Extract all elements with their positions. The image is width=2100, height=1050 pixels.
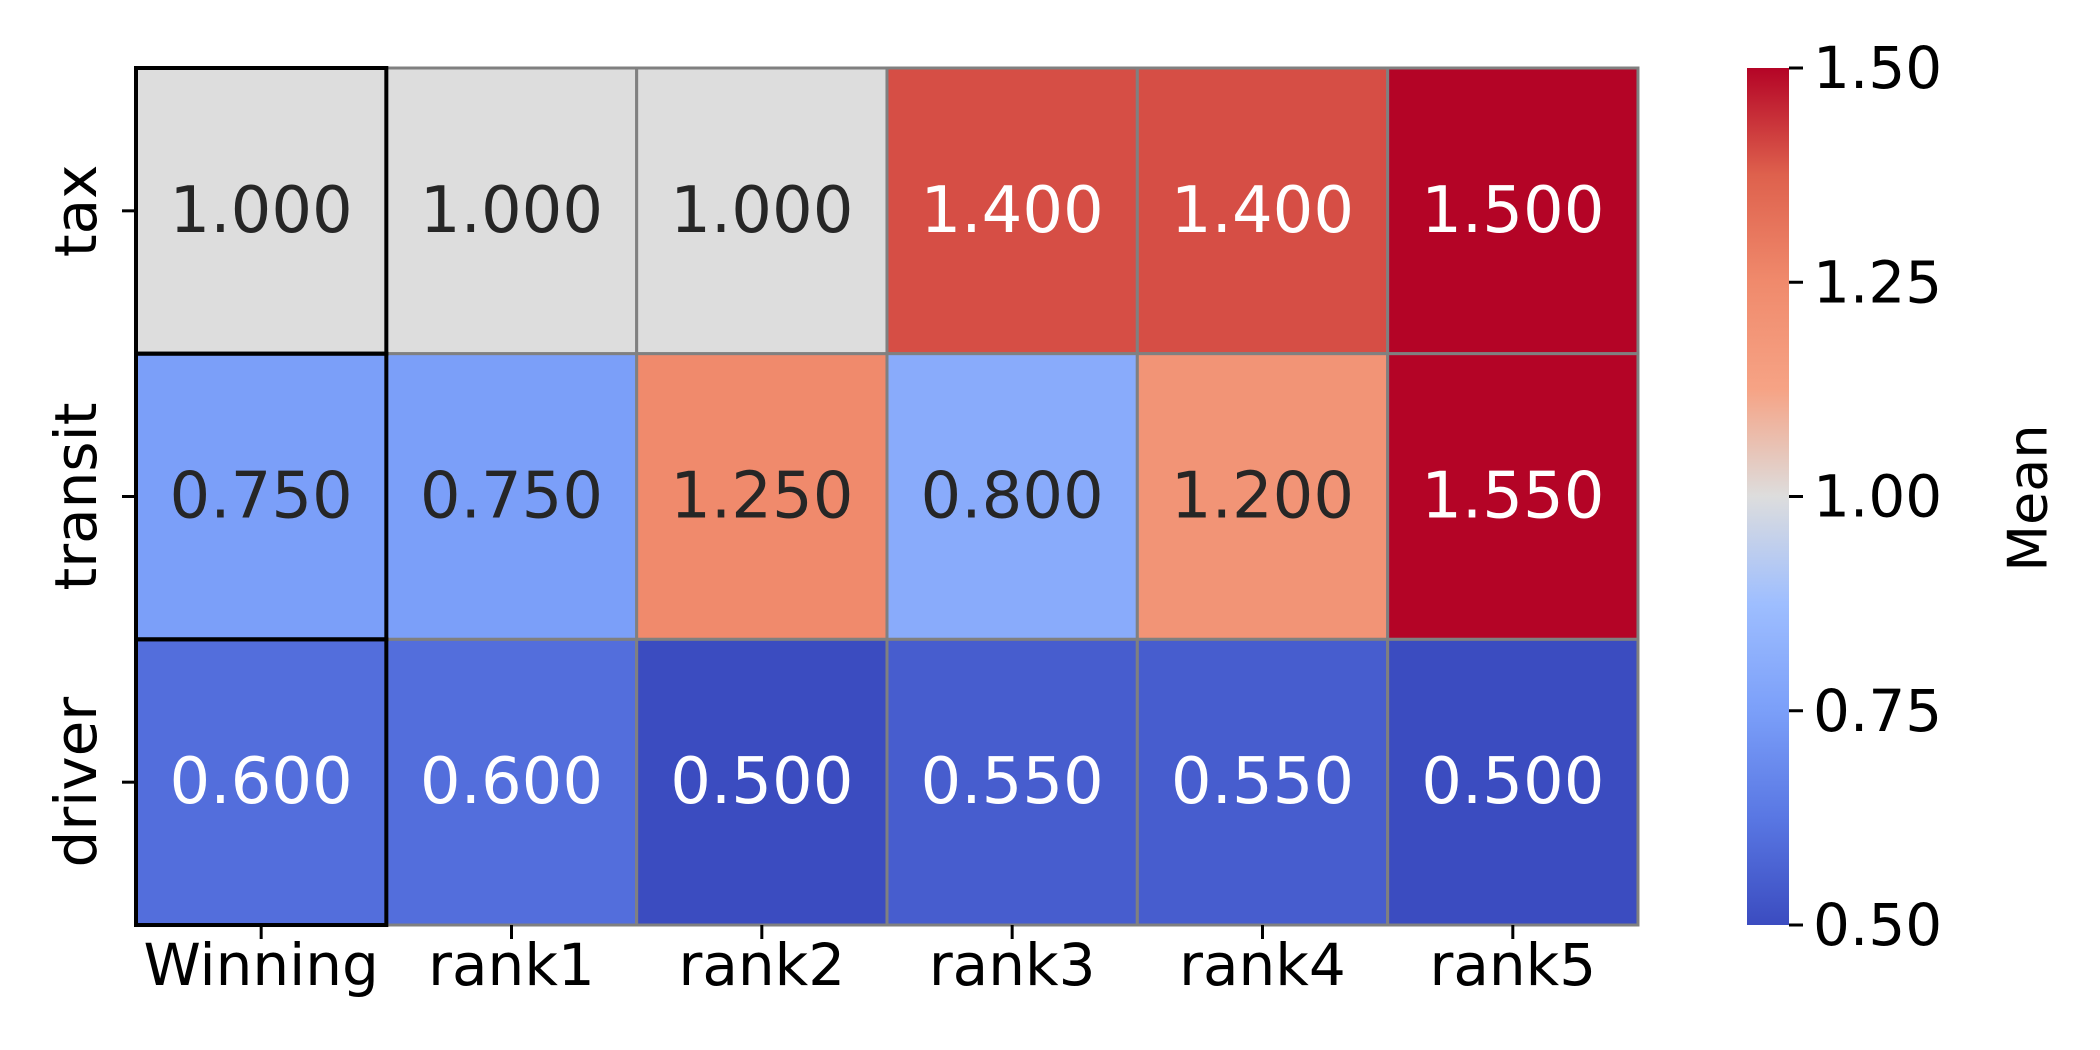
heatmap-cell: [384, 66, 639, 356]
cell-value-label: 1.000: [420, 174, 603, 248]
heatmap-cell: [1386, 637, 1640, 927]
heatmap-cell: [1135, 637, 1390, 927]
x-tick-label: rank3: [929, 931, 1096, 999]
heatmap-cell: [885, 637, 1139, 927]
cell-value-label: 1.200: [1171, 460, 1354, 534]
cell-value-label: 1.500: [1421, 174, 1604, 248]
x-tick-label: rank1: [428, 931, 595, 999]
cell-value-label: 1.400: [1171, 174, 1354, 248]
colorbar-gradient: [1747, 68, 1789, 925]
cell-value-label: 0.550: [1171, 745, 1354, 819]
colorbar-tick-label: 1.25: [1813, 248, 1942, 316]
cell-value-label: 0.600: [420, 745, 603, 819]
y-tick-label: tax: [42, 165, 110, 258]
heatmap-cell: [635, 66, 889, 356]
x-tick-label: rank2: [679, 931, 846, 999]
colorbar: [1747, 68, 1789, 925]
heatmap-cell: [1386, 352, 1640, 641]
cell-value-label: 1.000: [670, 174, 853, 248]
cell-value-label: 0.500: [670, 745, 853, 819]
cell-value-label: 0.500: [1421, 745, 1604, 819]
cell-value-label: 0.750: [420, 460, 603, 534]
heatmap-cell: [1386, 66, 1640, 356]
cell-value-label: 0.600: [170, 745, 353, 819]
heatmap-cell: [635, 637, 889, 927]
heatmap-cell: [134, 66, 388, 356]
cell-value-label: 1.400: [921, 174, 1104, 248]
y-tick-label: transit: [42, 403, 110, 591]
heatmap-cells: 1.000 1.000 1.000 1.400 1.400 1.500 0.750 0.750…: [134, 66, 1640, 927]
colorbar-tick-label: 0.50: [1813, 891, 1942, 959]
y-axis: tax transit driver: [42, 165, 136, 868]
colorbar-label: Mean: [1997, 424, 2060, 571]
cell-value-label: 1.250: [670, 460, 853, 534]
x-tick-label: Winning: [143, 931, 378, 999]
heatmap-cell: [384, 637, 639, 927]
x-axis: Winning rank1 rank2 rank3 rank4 rank5: [143, 925, 1596, 999]
colorbar-axis: 0.50 0.75 1.00 1.25 1.50: [1789, 34, 1942, 959]
y-tick-label: driver: [42, 697, 110, 868]
cell-value-label: 0.800: [921, 460, 1104, 534]
x-tick-label: rank4: [1179, 931, 1346, 999]
cell-value-label: 1.000: [170, 174, 353, 248]
heatmap-cell: [1135, 66, 1390, 356]
cell-value-label: 1.550: [1421, 460, 1604, 534]
x-tick-label: rank5: [1429, 931, 1596, 999]
colorbar-tick-label: 1.50: [1813, 34, 1942, 102]
cell-value-label: 0.550: [921, 745, 1104, 819]
cell-value-label: 0.750: [170, 460, 353, 534]
heatmap-cell: [885, 66, 1139, 356]
heatmap-cell: [134, 637, 388, 927]
heatmap-cell: [885, 352, 1139, 641]
colorbar-tick-label: 0.75: [1813, 677, 1942, 745]
colorbar-tick-label: 1.00: [1813, 463, 1942, 531]
